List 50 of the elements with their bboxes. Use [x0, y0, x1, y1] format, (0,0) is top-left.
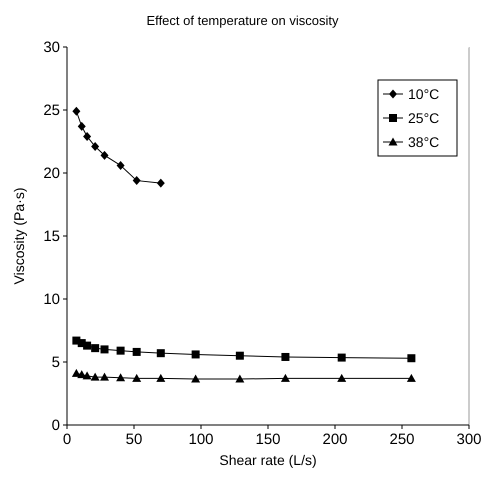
point: [191, 374, 200, 383]
point: [83, 132, 92, 141]
x-tick-label: 200: [322, 431, 348, 448]
point: [116, 373, 126, 382]
point: [132, 348, 141, 356]
point: [100, 345, 109, 354]
y-axis-title: Viscosity (Pa·s): [11, 188, 27, 284]
point: [83, 342, 92, 350]
y-tick-label: 25: [43, 102, 60, 119]
point: [156, 178, 165, 188]
y-tick-label: 30: [43, 39, 60, 56]
x-tick-label: 50: [126, 431, 142, 448]
point: [236, 352, 244, 360]
x-axis-title: Shear rate (L/s): [219, 452, 317, 468]
point: [192, 350, 200, 358]
x-tick-label: 150: [255, 431, 281, 448]
point: [338, 354, 346, 362]
legend-label: 10°C: [408, 86, 440, 102]
point: [72, 106, 80, 116]
point: [156, 349, 165, 358]
point: [281, 352, 290, 361]
legend-label: 25°C: [408, 110, 440, 126]
point: [90, 372, 100, 381]
x-tick-label: 250: [389, 431, 415, 448]
point: [337, 374, 346, 382]
y-tick-label: 0: [52, 417, 60, 434]
x-tick-label: 100: [188, 431, 214, 448]
y-tick-label: 15: [43, 228, 60, 245]
legend-label: 38°C: [408, 134, 440, 150]
x-tick-label: 0: [62, 431, 72, 448]
point: [156, 374, 166, 382]
chart-title: Effect of temperature on viscosity: [146, 13, 339, 28]
point: [116, 346, 125, 355]
point: [91, 344, 100, 352]
point: [406, 374, 416, 382]
point: [407, 354, 416, 362]
y-tick-label: 20: [43, 165, 60, 182]
point: [280, 374, 290, 382]
point: [116, 160, 125, 170]
point: [91, 142, 100, 152]
y-tick-label: 5: [52, 354, 60, 371]
y-tick-label: 10: [43, 291, 60, 308]
point: [78, 122, 86, 131]
point: [100, 372, 110, 381]
point: [235, 374, 244, 383]
point: [82, 371, 92, 380]
point: [132, 374, 142, 382]
point: [132, 176, 141, 186]
point: [100, 150, 109, 160]
x-tick-label: 300: [456, 431, 482, 448]
